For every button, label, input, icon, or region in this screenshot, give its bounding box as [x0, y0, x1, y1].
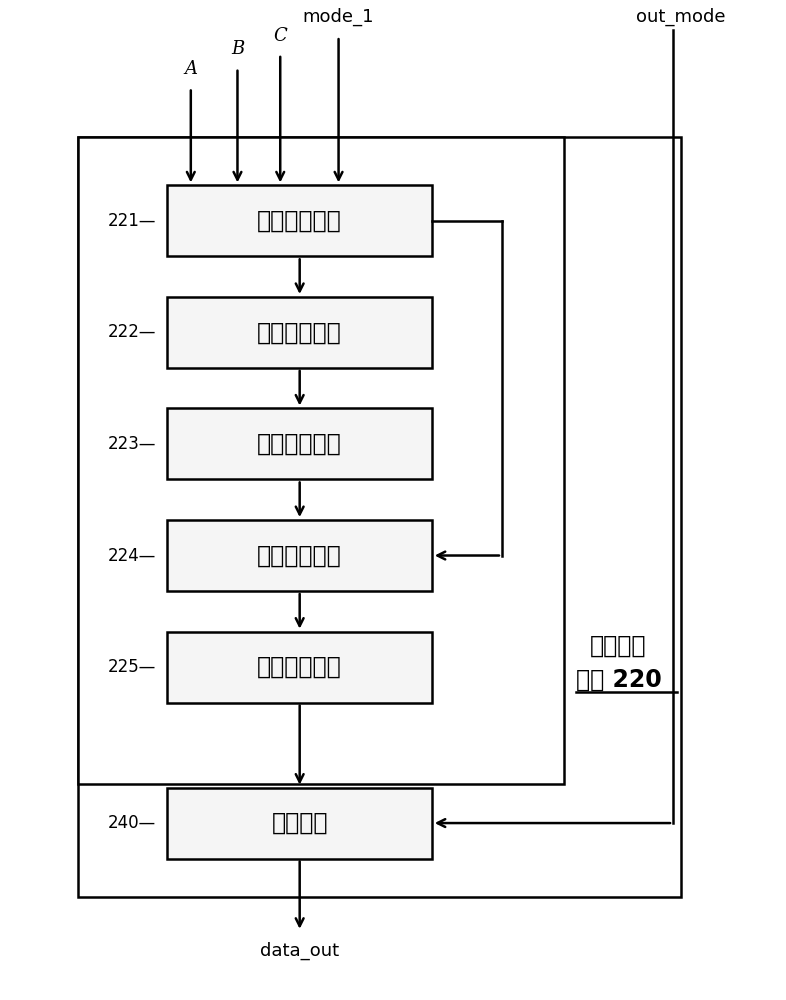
Text: 第二运算单元: 第二运算单元	[257, 544, 342, 568]
Text: 240—: 240—	[108, 814, 156, 832]
Text: 单元 220: 单元 220	[575, 668, 661, 692]
Text: C: C	[274, 27, 287, 45]
Text: mode_1: mode_1	[303, 8, 374, 26]
Text: 输出单元: 输出单元	[271, 811, 328, 835]
Text: 数据提取单元: 数据提取单元	[257, 209, 342, 233]
Bar	[167, 185, 432, 256]
Text: 221—: 221—	[108, 212, 156, 230]
Bar	[167, 297, 432, 368]
Bar	[167, 632, 432, 703]
Bar	[78, 137, 681, 897]
Text: 222—: 222—	[108, 323, 156, 341]
Text: out_mode: out_mode	[636, 8, 725, 26]
Text: data_out: data_out	[260, 942, 340, 960]
Text: 第二映射单元: 第二映射单元	[257, 655, 342, 679]
Text: B: B	[231, 40, 244, 58]
Text: 第一运算单元: 第一运算单元	[257, 320, 342, 344]
Text: 225—: 225—	[108, 658, 156, 676]
Text: A: A	[184, 60, 197, 78]
Text: 224—: 224—	[108, 547, 156, 565]
Text: 浮点通用: 浮点通用	[590, 633, 647, 657]
Text: 223—: 223—	[108, 435, 156, 453]
Bar	[167, 520, 432, 591]
Bar	[78, 137, 564, 784]
Bar	[167, 408, 432, 479]
Bar	[167, 788, 432, 859]
Text: 第一映射单元: 第一映射单元	[257, 432, 342, 456]
